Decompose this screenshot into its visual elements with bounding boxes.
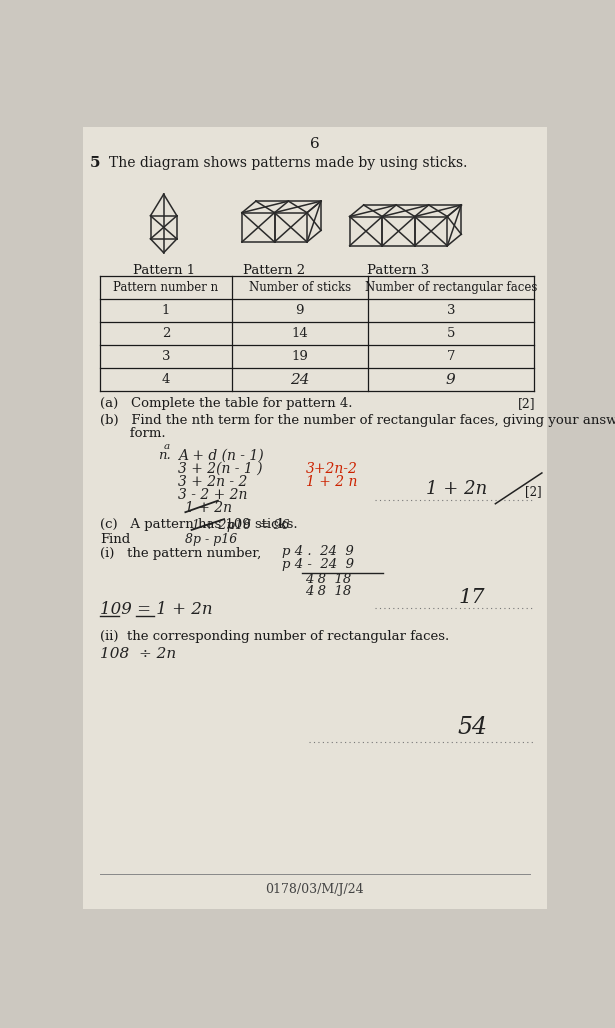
Text: Pattern 2: Pattern 2 <box>244 263 306 277</box>
Text: 4 8  18: 4 8 18 <box>306 573 352 586</box>
Text: [2]: [2] <box>525 485 542 499</box>
Text: 8p - p16: 8p - p16 <box>185 533 237 546</box>
Text: Number of rectangular faces: Number of rectangular faces <box>365 281 537 294</box>
Text: 1: 1 <box>162 304 170 317</box>
Text: 1 + 2 n: 1 + 2 n <box>306 475 357 489</box>
Text: 108  ÷ 2n: 108 ÷ 2n <box>100 647 177 661</box>
Text: 3 + 2n - 2: 3 + 2n - 2 <box>178 475 247 489</box>
Text: Pattern 1: Pattern 1 <box>133 263 195 277</box>
Text: p 4 .  24  9: p 4 . 24 9 <box>282 545 354 558</box>
Text: The diagram shows patterns made by using sticks.: The diagram shows patterns made by using… <box>109 156 468 171</box>
Text: 9: 9 <box>446 373 456 387</box>
Text: 7: 7 <box>446 351 455 363</box>
Text: Pattern 3: Pattern 3 <box>367 263 430 277</box>
Text: 4 8  18: 4 8 18 <box>306 585 352 598</box>
Text: 3 - 2 + 2n: 3 - 2 + 2n <box>178 488 247 503</box>
Text: form.: form. <box>100 427 166 440</box>
Text: 9: 9 <box>295 304 304 317</box>
Text: 1 + 2n: 1 + 2n <box>185 502 232 515</box>
Text: p 4 -  24  9: p 4 - 24 9 <box>282 558 354 572</box>
Text: 3: 3 <box>446 304 455 317</box>
Text: A + d (n - 1): A + d (n - 1) <box>178 449 263 463</box>
Text: p16  = 96: p16 = 96 <box>227 519 290 533</box>
Text: (ii)  the corresponding number of rectangular faces.: (ii) the corresponding number of rectang… <box>100 630 450 644</box>
Text: 5: 5 <box>446 327 455 340</box>
Text: 4: 4 <box>162 373 170 387</box>
Text: Find: Find <box>100 533 130 546</box>
Text: a: a <box>164 442 170 451</box>
Text: (a)   Complete the table for pattern 4.: (a) Complete the table for pattern 4. <box>100 398 352 410</box>
Text: Number of sticks: Number of sticks <box>248 281 351 294</box>
Text: 5: 5 <box>89 156 100 171</box>
Text: 1 + 2n: 1 + 2n <box>426 480 487 499</box>
Text: 14: 14 <box>292 327 308 340</box>
Text: 24: 24 <box>290 373 309 387</box>
Text: (c)   A pattern has 109 sticks.: (c) A pattern has 109 sticks. <box>100 518 298 530</box>
Text: 19: 19 <box>292 351 308 363</box>
Text: 3 + 2(n - 1 ): 3 + 2(n - 1 ) <box>178 463 262 476</box>
Text: 3+2n-2: 3+2n-2 <box>306 463 357 476</box>
Text: Pattern number n: Pattern number n <box>113 281 218 294</box>
Text: (i)   the pattern number,: (i) the pattern number, <box>100 547 261 560</box>
Text: [2]: [2] <box>518 398 536 410</box>
Text: 54: 54 <box>457 717 487 739</box>
Text: 3: 3 <box>162 351 170 363</box>
Text: 6: 6 <box>310 137 320 151</box>
Text: 2: 2 <box>162 327 170 340</box>
Text: 0178/03/M/J/24: 0178/03/M/J/24 <box>266 883 364 896</box>
Text: n.: n. <box>158 449 171 462</box>
Text: 109 = 1 + 2n: 109 = 1 + 2n <box>100 600 213 618</box>
Text: (b)   Find the nth term for the number of rectangular faces, giving your answer : (b) Find the nth term for the number of … <box>100 414 615 428</box>
Text: 1 + 2n: 1 + 2n <box>192 519 234 533</box>
Text: 17: 17 <box>459 588 485 607</box>
